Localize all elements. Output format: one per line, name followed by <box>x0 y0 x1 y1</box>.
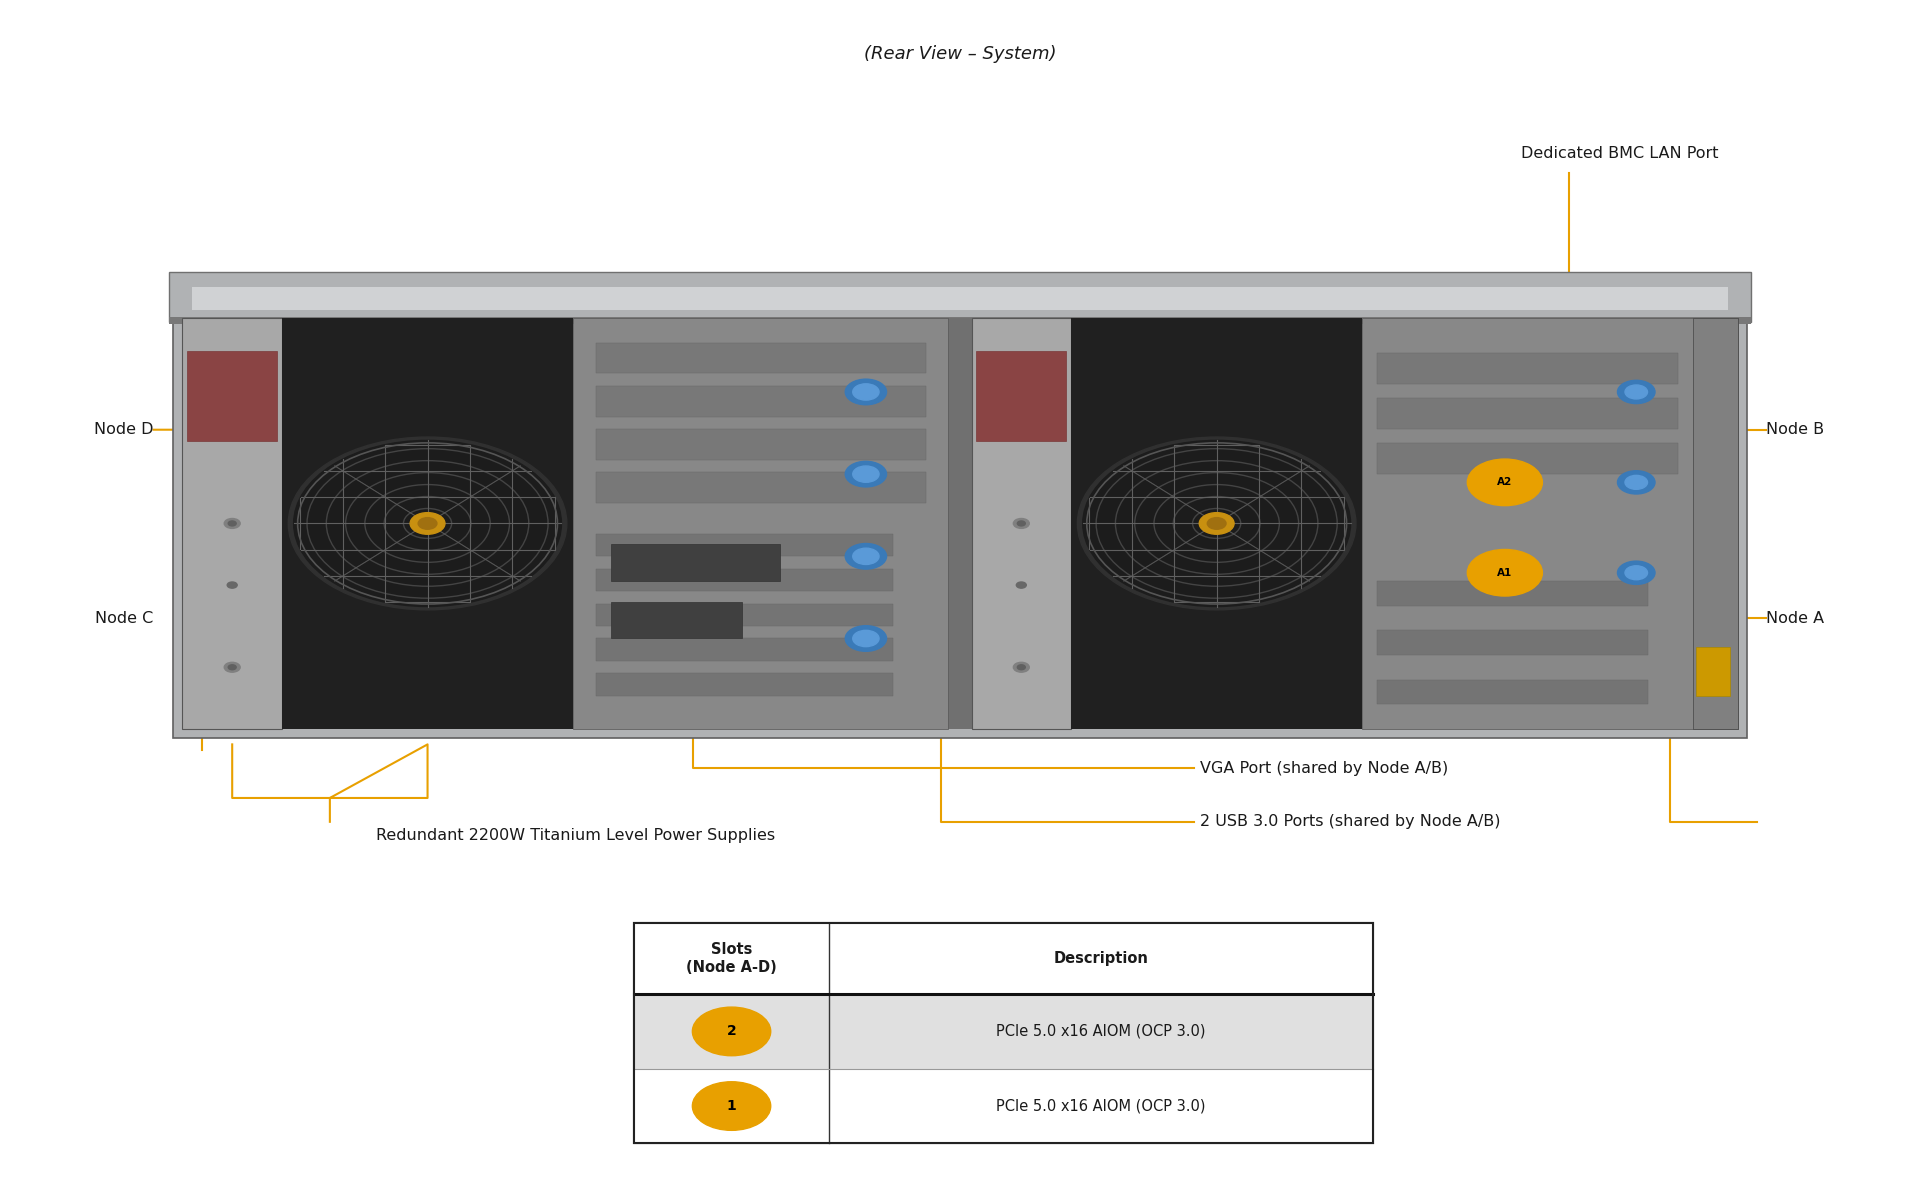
Bar <box>173 310 1747 738</box>
Circle shape <box>1467 459 1542 506</box>
Circle shape <box>1617 561 1655 585</box>
Bar <box>1377 581 1647 606</box>
Circle shape <box>227 582 238 588</box>
Circle shape <box>294 441 561 606</box>
Bar <box>595 568 893 591</box>
Circle shape <box>411 512 445 535</box>
Circle shape <box>419 518 438 529</box>
Circle shape <box>852 548 879 565</box>
Circle shape <box>1014 662 1029 672</box>
Circle shape <box>1624 566 1647 580</box>
Circle shape <box>1617 470 1655 494</box>
Bar <box>634 923 1373 994</box>
Bar <box>611 601 741 638</box>
Circle shape <box>288 437 566 610</box>
Bar <box>634 923 1373 1143</box>
Bar <box>1377 630 1647 655</box>
Bar <box>634 994 1373 1068</box>
Bar <box>595 604 893 626</box>
Bar <box>634 1068 1373 1143</box>
Bar <box>977 351 1066 442</box>
Bar <box>595 429 925 460</box>
Bar <box>595 638 893 661</box>
Text: Slots
(Node A-D): Slots (Node A-D) <box>685 942 778 974</box>
Bar <box>1361 318 1738 729</box>
Circle shape <box>1077 437 1356 610</box>
Circle shape <box>1624 475 1647 490</box>
Circle shape <box>693 1081 770 1130</box>
Text: VGA Port (shared by Node A/B): VGA Port (shared by Node A/B) <box>1200 761 1448 775</box>
Text: 1: 1 <box>726 1099 737 1114</box>
Text: A1: A1 <box>1498 568 1513 578</box>
Bar <box>1377 443 1678 474</box>
Text: Description: Description <box>1054 952 1148 966</box>
Bar <box>1377 680 1647 704</box>
Text: Node C: Node C <box>96 611 154 625</box>
Bar <box>1071 318 1361 729</box>
Text: Redundant 2200W Titanium Level Power Supplies: Redundant 2200W Titanium Level Power Sup… <box>376 828 776 843</box>
Text: 2 USB 3.0 Ports (shared by Node A/B): 2 USB 3.0 Ports (shared by Node A/B) <box>1200 815 1501 829</box>
Text: Node A: Node A <box>1766 611 1824 625</box>
Circle shape <box>852 630 879 647</box>
Text: PCIe 5.0 x16 AIOM (OCP 3.0): PCIe 5.0 x16 AIOM (OCP 3.0) <box>996 1024 1206 1039</box>
Bar <box>1377 353 1678 384</box>
Bar <box>595 386 925 417</box>
Circle shape <box>845 543 887 569</box>
Text: Node B: Node B <box>1766 423 1824 437</box>
Bar <box>1695 647 1730 696</box>
Text: Dedicated BMC LAN Port: Dedicated BMC LAN Port <box>1521 145 1718 161</box>
Circle shape <box>1016 582 1027 588</box>
Text: (Rear View – System): (Rear View – System) <box>864 44 1056 63</box>
Circle shape <box>1208 518 1227 529</box>
Bar <box>282 318 572 729</box>
Bar <box>188 351 276 442</box>
Text: 2: 2 <box>726 1024 737 1039</box>
Circle shape <box>1018 520 1025 526</box>
Circle shape <box>1083 441 1350 606</box>
Circle shape <box>1200 512 1235 535</box>
Circle shape <box>228 665 236 669</box>
Circle shape <box>225 662 240 672</box>
Circle shape <box>1014 518 1029 529</box>
Bar <box>1693 318 1738 729</box>
Bar <box>634 923 1373 1143</box>
Bar <box>595 673 893 696</box>
Circle shape <box>845 379 887 405</box>
Circle shape <box>852 466 879 482</box>
Bar <box>972 318 1071 729</box>
Bar <box>169 317 1751 324</box>
Bar <box>182 318 282 729</box>
Bar <box>1377 398 1678 429</box>
Bar <box>169 273 1751 322</box>
Circle shape <box>1624 385 1647 399</box>
Circle shape <box>228 520 236 526</box>
Circle shape <box>845 625 887 651</box>
Bar <box>611 544 780 581</box>
Bar <box>948 318 972 729</box>
Text: PCIe 5.0 x16 AIOM (OCP 3.0): PCIe 5.0 x16 AIOM (OCP 3.0) <box>996 1098 1206 1114</box>
Circle shape <box>852 384 879 400</box>
Bar <box>595 343 925 374</box>
Circle shape <box>225 518 240 529</box>
Circle shape <box>693 1008 770 1055</box>
Circle shape <box>845 461 887 487</box>
Circle shape <box>1617 380 1655 404</box>
Bar <box>572 318 948 729</box>
Text: A2: A2 <box>1498 478 1513 487</box>
Bar <box>595 472 925 503</box>
Circle shape <box>1018 665 1025 669</box>
Bar <box>192 287 1728 310</box>
Text: Node D: Node D <box>94 423 154 437</box>
Bar <box>595 534 893 556</box>
Circle shape <box>1467 549 1542 596</box>
